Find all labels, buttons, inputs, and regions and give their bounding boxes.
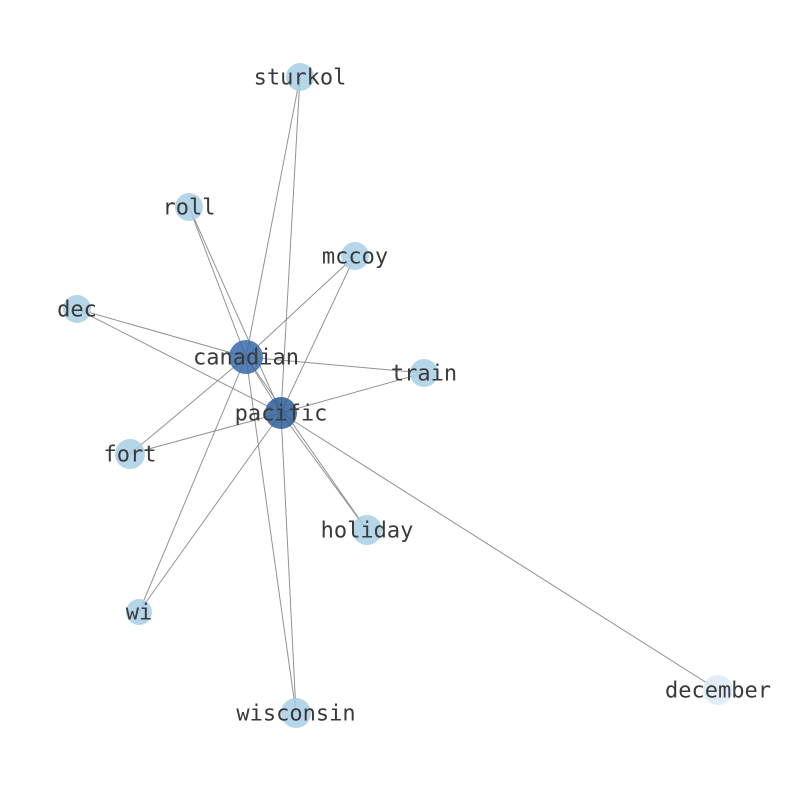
edge-december-pacific [280, 412, 719, 691]
node-label-wi: wi [126, 600, 153, 625]
node-mccoy [341, 242, 369, 270]
edge-sturkol-canadian [245, 76, 301, 358]
edge-wisconsin-pacific [280, 412, 297, 714]
node-pacific [265, 397, 297, 429]
node-dec [63, 295, 91, 323]
node-label-sturkol: sturkol [254, 65, 347, 90]
edge-fort-pacific [129, 412, 282, 455]
edge-holiday-pacific [280, 412, 368, 531]
node-label-canadian: canadian [193, 345, 299, 370]
node-canadian [229, 340, 263, 374]
nodes-layer [63, 63, 733, 728]
node-sturkol [286, 63, 314, 91]
node-label-fort: fort [104, 442, 157, 467]
edges-layer [76, 76, 719, 714]
edge-mccoy-canadian [245, 255, 356, 358]
node-label-december: december [665, 678, 771, 703]
edge-mccoy-pacific [280, 255, 356, 414]
node-wi [126, 599, 152, 625]
node-holiday [352, 515, 382, 545]
node-label-train: train [391, 361, 457, 386]
edge-wi-canadian [138, 356, 247, 613]
node-label-wisconsin: wisconsin [236, 701, 355, 726]
edge-wisconsin-canadian [245, 356, 297, 714]
node-label-pacific: pacific [235, 401, 328, 426]
node-train [410, 359, 438, 387]
edge-roll-canadian [188, 206, 247, 358]
edge-sturkol-pacific [280, 76, 301, 414]
edge-dec-canadian [76, 308, 247, 358]
edge-train-pacific [280, 372, 425, 414]
node-wisconsin [281, 698, 311, 728]
edge-wi-pacific [138, 412, 282, 613]
edge-dec-pacific [76, 308, 282, 414]
node-fort [115, 439, 145, 469]
node-label-holiday: holiday [321, 518, 414, 543]
node-label-dec: dec [57, 297, 97, 322]
node-label-roll: roll [163, 195, 216, 220]
edge-train-canadian [245, 356, 425, 374]
node-roll [175, 193, 203, 221]
node-december [703, 675, 733, 705]
labels-layer: sturkol roll mccoy dec canadian train pacific f… [57, 65, 771, 726]
node-label-mccoy: mccoy [322, 244, 388, 269]
edge-holiday-canadian [245, 356, 368, 531]
edge-fort-canadian [129, 356, 247, 455]
edge-roll-pacific [188, 206, 282, 414]
